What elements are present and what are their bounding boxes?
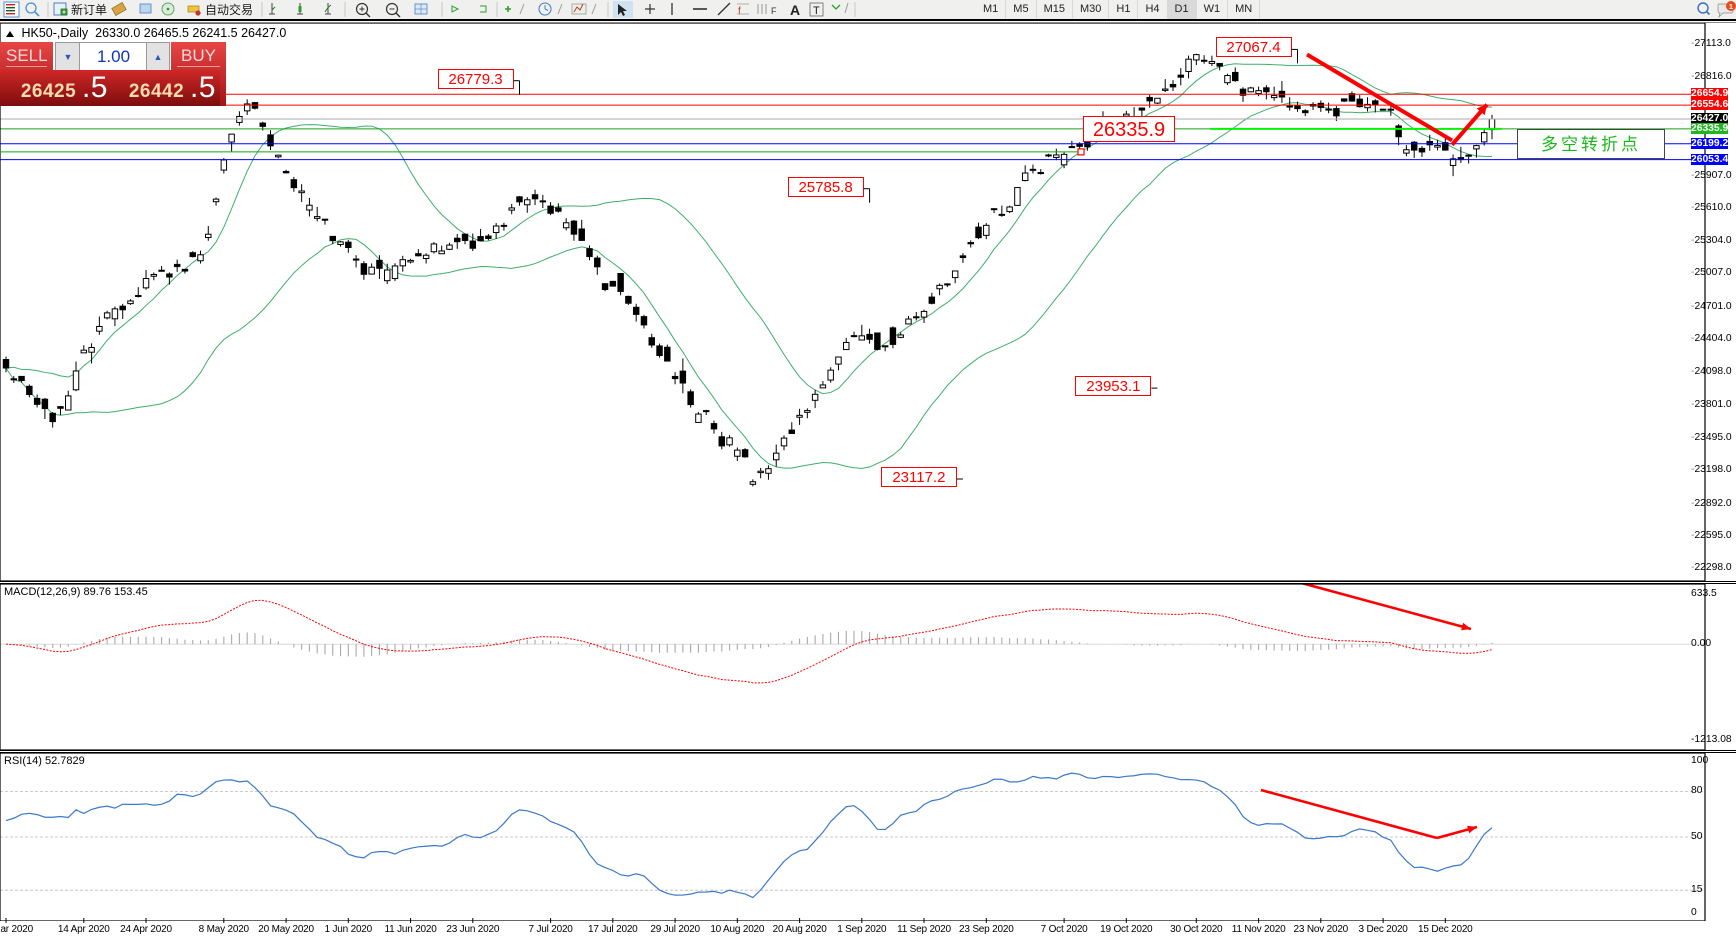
svg-text:1: 1 bbox=[1729, 2, 1733, 11]
